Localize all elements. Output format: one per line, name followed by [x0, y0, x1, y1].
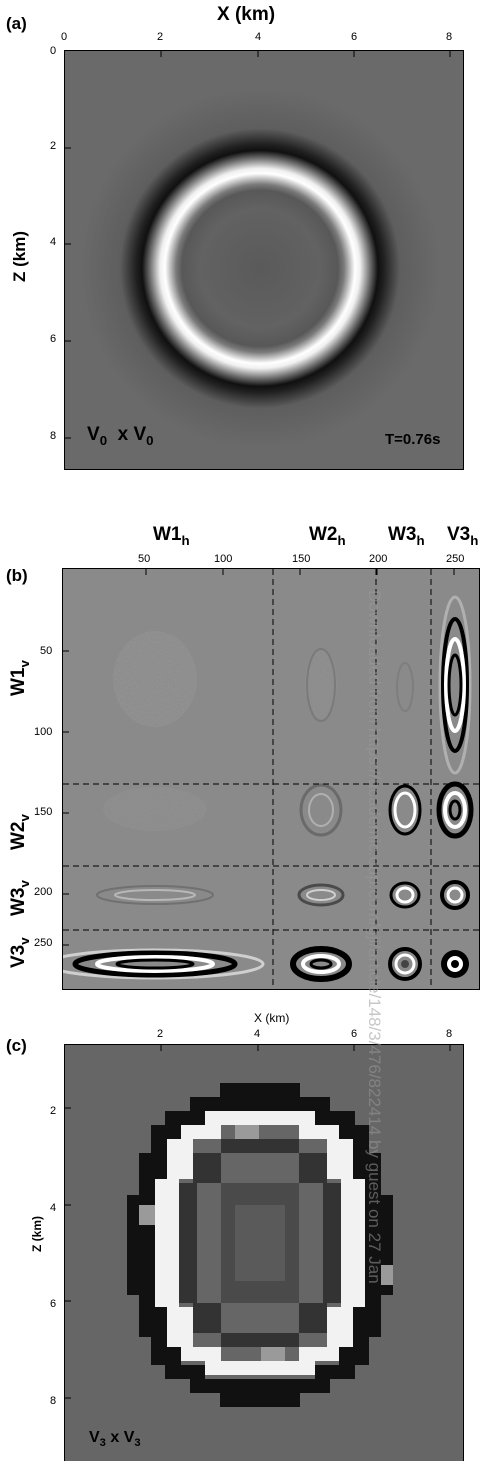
panel-b-image	[62, 568, 480, 990]
panel-a-label: (a)	[6, 14, 27, 33]
row-header-w3v: W3v	[8, 880, 32, 916]
panel-c-xtick: 6	[351, 1028, 358, 1040]
panel-a-ticks	[65, 51, 451, 439]
panel-c-ylabel: Z (km)	[30, 1216, 44, 1252]
panel-c-image: V3 x V3	[64, 1044, 464, 1461]
panel-a-ytick: 6	[50, 333, 57, 345]
panel-b-ytick: 100	[34, 726, 53, 738]
panel-b-label: (b)	[6, 566, 28, 585]
row-header-w1v: W1v	[8, 660, 32, 696]
col-header-v3h: V3h	[447, 524, 479, 548]
panel-b-xtick: 250	[446, 553, 465, 565]
panel-c-caption: V3 x V3	[89, 1429, 141, 1449]
panel-c-ytick: 2	[50, 1105, 57, 1117]
panel-a-xtick: 8	[446, 31, 453, 43]
panel-b-xtick: 150	[292, 553, 311, 565]
panel-a-xtick: 6	[351, 31, 358, 43]
panel-c-ytick: 4	[50, 1202, 57, 1214]
panel-c-xtick: 4	[254, 1028, 261, 1040]
panel-c-xtick: 8	[446, 1028, 453, 1040]
panel-a-ylabel: Z (km)	[10, 231, 29, 282]
panel-c-ytick: 8	[50, 1395, 57, 1407]
row-header-w2v: W2v	[8, 814, 32, 850]
panel-c-label: (c)	[6, 1036, 27, 1055]
panel-b-ytick: 50	[40, 645, 53, 657]
download-watermark: Downloaded from https://academic.oup.com…	[365, 590, 384, 1284]
panel-c-xtick: 2	[157, 1028, 164, 1040]
panel-a-xtick: 4	[255, 31, 262, 43]
panel-a-ytick: 2	[50, 140, 57, 152]
panel-c-ytick: 6	[50, 1298, 57, 1310]
panel-b-xtick: 100	[214, 553, 233, 565]
col-header-w3h: W3h	[388, 524, 425, 548]
row-header-v3v: V3v	[8, 937, 32, 968]
col-header-w1h: W1h	[153, 524, 190, 548]
panel-c-xlabel: X (km)	[254, 1011, 290, 1025]
panel-a-time-label: T=0.76s	[385, 431, 441, 448]
col-header-w2h: W2h	[309, 524, 346, 548]
panel-b-ytick: 250	[34, 937, 53, 949]
panel-a-ytick: 0	[50, 45, 57, 57]
panel-a-caption: V0 x V0	[87, 424, 154, 448]
panel-a-xtick: 2	[157, 31, 164, 43]
panel-b-xtick: 200	[369, 553, 388, 565]
panel-b-xtick: 50	[138, 553, 151, 565]
panel-b-ytick: 150	[34, 806, 53, 818]
panel-a-image: V0 x V0 T=0.76s	[64, 50, 464, 470]
panel-a-xtick: 0	[61, 31, 68, 43]
panel-a-ytick: 4	[50, 236, 57, 248]
panel-c-blocks	[65, 1045, 451, 1407]
panel-b-ytick: 200	[34, 886, 53, 898]
panel-a-ytick: 8	[50, 430, 57, 442]
panel-a-xlabel: X (km)	[217, 4, 276, 25]
panel-b-blocks	[63, 569, 479, 989]
